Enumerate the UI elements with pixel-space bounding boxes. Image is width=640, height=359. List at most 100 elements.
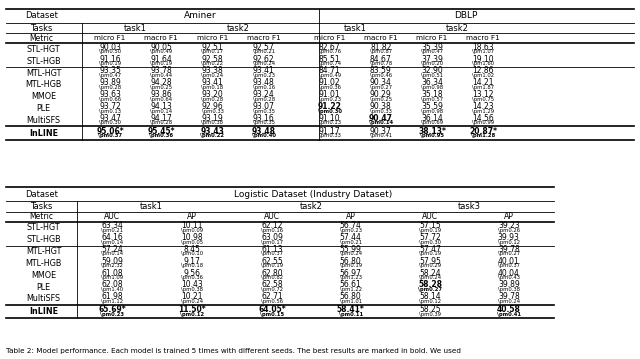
- Text: \pm0.24: \pm0.24: [181, 299, 203, 304]
- Text: 10.43: 10.43: [181, 280, 203, 289]
- Text: 91.16: 91.16: [99, 55, 121, 64]
- Text: AP: AP: [346, 212, 356, 222]
- Text: 83.59: 83.59: [370, 66, 392, 75]
- Text: 9.56: 9.56: [184, 269, 200, 278]
- Text: \pm0.87: \pm0.87: [370, 50, 392, 54]
- Text: 35.39: 35.39: [421, 43, 443, 52]
- Text: \pm0.37: \pm0.37: [498, 264, 520, 268]
- Text: 91.64: 91.64: [150, 55, 172, 64]
- Text: 57.15: 57.15: [419, 221, 441, 230]
- Text: MMOE: MMOE: [31, 92, 56, 101]
- Text: task3: task3: [458, 202, 481, 211]
- Text: \pm0.14: \pm0.14: [150, 109, 172, 113]
- Text: \pm0.50: \pm0.50: [99, 50, 121, 54]
- Text: 61.98: 61.98: [101, 292, 123, 301]
- Text: 14.56: 14.56: [472, 114, 494, 123]
- Text: AP: AP: [187, 212, 197, 222]
- Text: 95.45*: 95.45*: [148, 126, 175, 136]
- Text: \pm0.21: \pm0.21: [340, 240, 362, 244]
- Text: \pm0.98: \pm0.98: [421, 109, 443, 113]
- Text: 35.18: 35.18: [421, 90, 443, 99]
- Text: 62.12: 62.12: [261, 221, 283, 230]
- Text: 93.48: 93.48: [253, 78, 275, 87]
- Text: 57.24: 57.24: [101, 245, 123, 254]
- Text: 81.82: 81.82: [370, 43, 392, 52]
- Text: Tasks: Tasks: [31, 202, 52, 211]
- Text: \pm0.11: \pm0.11: [339, 312, 363, 317]
- Text: \pm0.43: \pm0.43: [498, 275, 520, 280]
- Text: 90.38: 90.38: [370, 102, 392, 111]
- Text: \pm0.99: \pm0.99: [472, 121, 494, 125]
- Text: \pm0.56: \pm0.56: [261, 299, 283, 304]
- Text: 92.57: 92.57: [253, 43, 275, 52]
- Text: InLINE: InLINE: [29, 307, 58, 316]
- Text: \pm0.14: \pm0.14: [101, 252, 123, 256]
- Text: \pm0.24: \pm0.24: [253, 61, 275, 66]
- Text: 91.01: 91.01: [319, 90, 340, 99]
- Text: 57.72: 57.72: [419, 233, 441, 242]
- Text: 11.50*: 11.50*: [178, 305, 206, 314]
- Text: \pm0.12: \pm0.12: [180, 312, 204, 317]
- Text: 64.16: 64.16: [101, 233, 123, 242]
- Text: 8.45: 8.45: [184, 245, 200, 254]
- Text: AP: AP: [504, 212, 514, 222]
- Text: \pm0.26: \pm0.26: [498, 228, 520, 233]
- Text: 39.78: 39.78: [498, 245, 520, 254]
- Text: task2: task2: [227, 23, 250, 33]
- Text: \pm0.36: \pm0.36: [149, 133, 173, 138]
- Text: \pm0.28: \pm0.28: [150, 121, 172, 125]
- Text: 93.78: 93.78: [150, 66, 172, 75]
- Text: STL-HGB: STL-HGB: [26, 57, 61, 66]
- Text: \pm0.49: \pm0.49: [319, 73, 340, 78]
- Text: MTL-HGT: MTL-HGT: [26, 247, 61, 256]
- Text: \pm0.75: \pm0.75: [472, 97, 494, 102]
- Text: 10.98: 10.98: [181, 233, 203, 242]
- Text: task1: task1: [140, 202, 163, 211]
- Text: 35.59: 35.59: [421, 102, 443, 111]
- Text: micro F1: micro F1: [314, 36, 345, 41]
- Text: 56.80: 56.80: [340, 292, 362, 301]
- Text: \pm0.23: \pm0.23: [340, 228, 362, 233]
- Text: \pm0.28: \pm0.28: [202, 97, 223, 102]
- Text: \pm0.20: \pm0.20: [421, 61, 443, 66]
- Text: STL-HGB: STL-HGB: [26, 235, 61, 244]
- Text: \pm0.12: \pm0.12: [419, 299, 441, 304]
- Text: \pm0.33: \pm0.33: [202, 109, 223, 113]
- Text: 40.04: 40.04: [498, 269, 520, 278]
- Text: \pm0.16: \pm0.16: [253, 85, 275, 90]
- Text: \pm0.21: \pm0.21: [101, 228, 123, 233]
- Text: 59.09: 59.09: [101, 257, 123, 266]
- Text: 90.05: 90.05: [150, 43, 172, 52]
- Text: \pm0.28: \pm0.28: [253, 97, 275, 102]
- Text: Metric: Metric: [29, 34, 54, 43]
- Text: \pm0.18: \pm0.18: [181, 264, 203, 268]
- Text: Tasks: Tasks: [31, 23, 52, 33]
- Text: macro F1: macro F1: [247, 36, 280, 41]
- Text: 39.78: 39.78: [498, 292, 520, 301]
- Text: 36.34: 36.34: [421, 78, 443, 87]
- Text: \pm0.82: \pm0.82: [261, 275, 283, 280]
- Text: 93.41: 93.41: [253, 66, 275, 75]
- Text: 94.13: 94.13: [150, 102, 172, 111]
- Text: \pm0.98: \pm0.98: [421, 85, 443, 90]
- Text: \pm0.46: \pm0.46: [370, 73, 392, 78]
- Text: 40.58: 40.58: [497, 305, 521, 314]
- Text: \pm1.40: \pm1.40: [101, 287, 123, 292]
- Text: \pm1.87: \pm1.87: [472, 85, 494, 90]
- Text: 94.17: 94.17: [150, 114, 172, 123]
- Text: 85.51: 85.51: [319, 55, 340, 64]
- Text: 62.80: 62.80: [261, 269, 283, 278]
- Text: \pm1.02: \pm1.02: [472, 73, 494, 78]
- Text: 58.28: 58.28: [418, 280, 442, 289]
- Text: 58.24: 58.24: [419, 269, 441, 278]
- Text: 14.23: 14.23: [472, 102, 494, 111]
- Text: \pm0.05: \pm0.05: [181, 240, 203, 244]
- Text: \pm0.15: \pm0.15: [260, 312, 284, 317]
- Text: 93.89: 93.89: [99, 78, 121, 87]
- Text: 61.08: 61.08: [101, 269, 123, 278]
- Text: \pm0.66: \pm0.66: [99, 97, 121, 102]
- Text: \pm0.14: \pm0.14: [369, 121, 393, 125]
- Text: DBLP: DBLP: [454, 11, 477, 20]
- Text: 57.44: 57.44: [340, 233, 362, 242]
- Text: task1: task1: [344, 23, 367, 33]
